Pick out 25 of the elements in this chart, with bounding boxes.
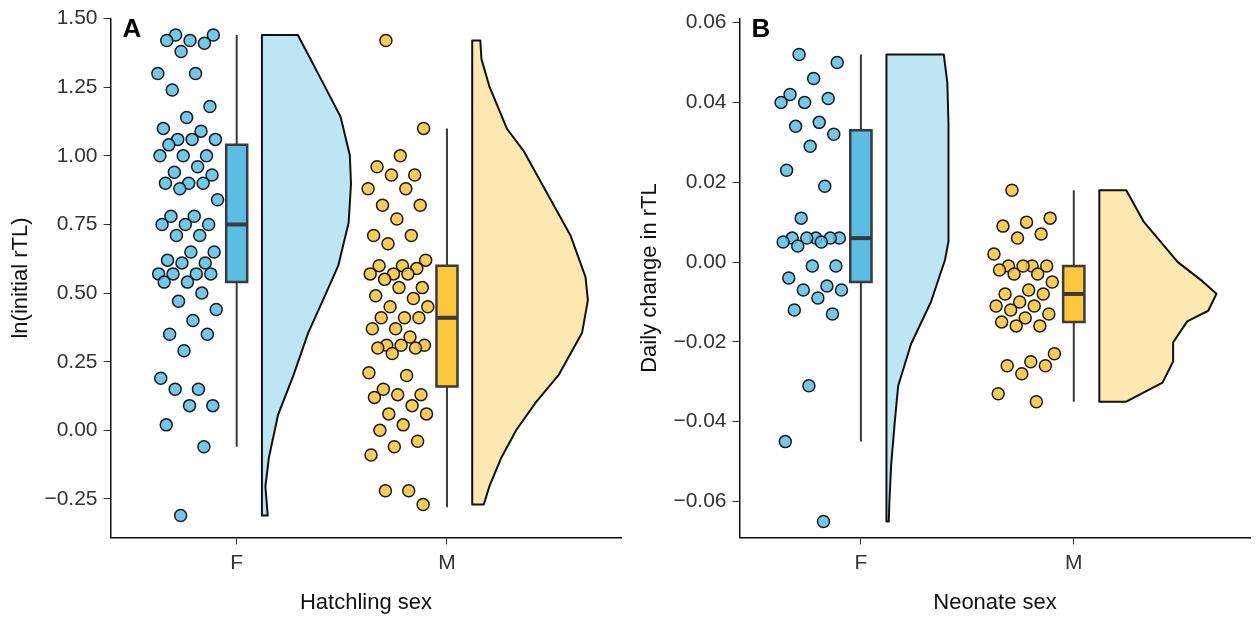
- y-tick-label: 0.75: [56, 211, 98, 235]
- x-tick-label: F: [854, 549, 868, 573]
- annotation: B: [751, 12, 771, 43]
- y-tick-label: 0.06: [685, 9, 727, 33]
- annotation: A: [122, 12, 142, 43]
- y-tick-label: 1.50: [56, 5, 98, 29]
- y-axis-title: Daily change in rTL: [636, 183, 662, 373]
- y-tick-label: 0.00: [56, 417, 98, 441]
- y-tick-label: −0.04: [673, 408, 727, 432]
- x-axis-title: Hatchling sex: [299, 588, 433, 614]
- y-axis-title: ln(initial rTL): [7, 217, 33, 339]
- y-tick-label: −0.02: [673, 328, 727, 352]
- x-tick-label: M: [1065, 549, 1083, 573]
- x-tick-label: F: [230, 549, 244, 573]
- y-tick-label: −0.25: [44, 485, 98, 509]
- y-tick-label: 0.04: [685, 89, 727, 113]
- y-tick-label: 1.00: [56, 142, 98, 166]
- y-tick-label: 1.25: [56, 74, 98, 98]
- y-tick-label: 0.50: [56, 279, 98, 303]
- y-tick-label: 0.00: [685, 248, 727, 272]
- x-tick-label: M: [438, 549, 456, 573]
- x-axis-title: Neonate sex: [933, 588, 1057, 614]
- y-tick-label: 0.25: [56, 348, 98, 372]
- y-tick-label: −0.06: [673, 488, 727, 512]
- y-tick-label: 0.02: [685, 169, 727, 193]
